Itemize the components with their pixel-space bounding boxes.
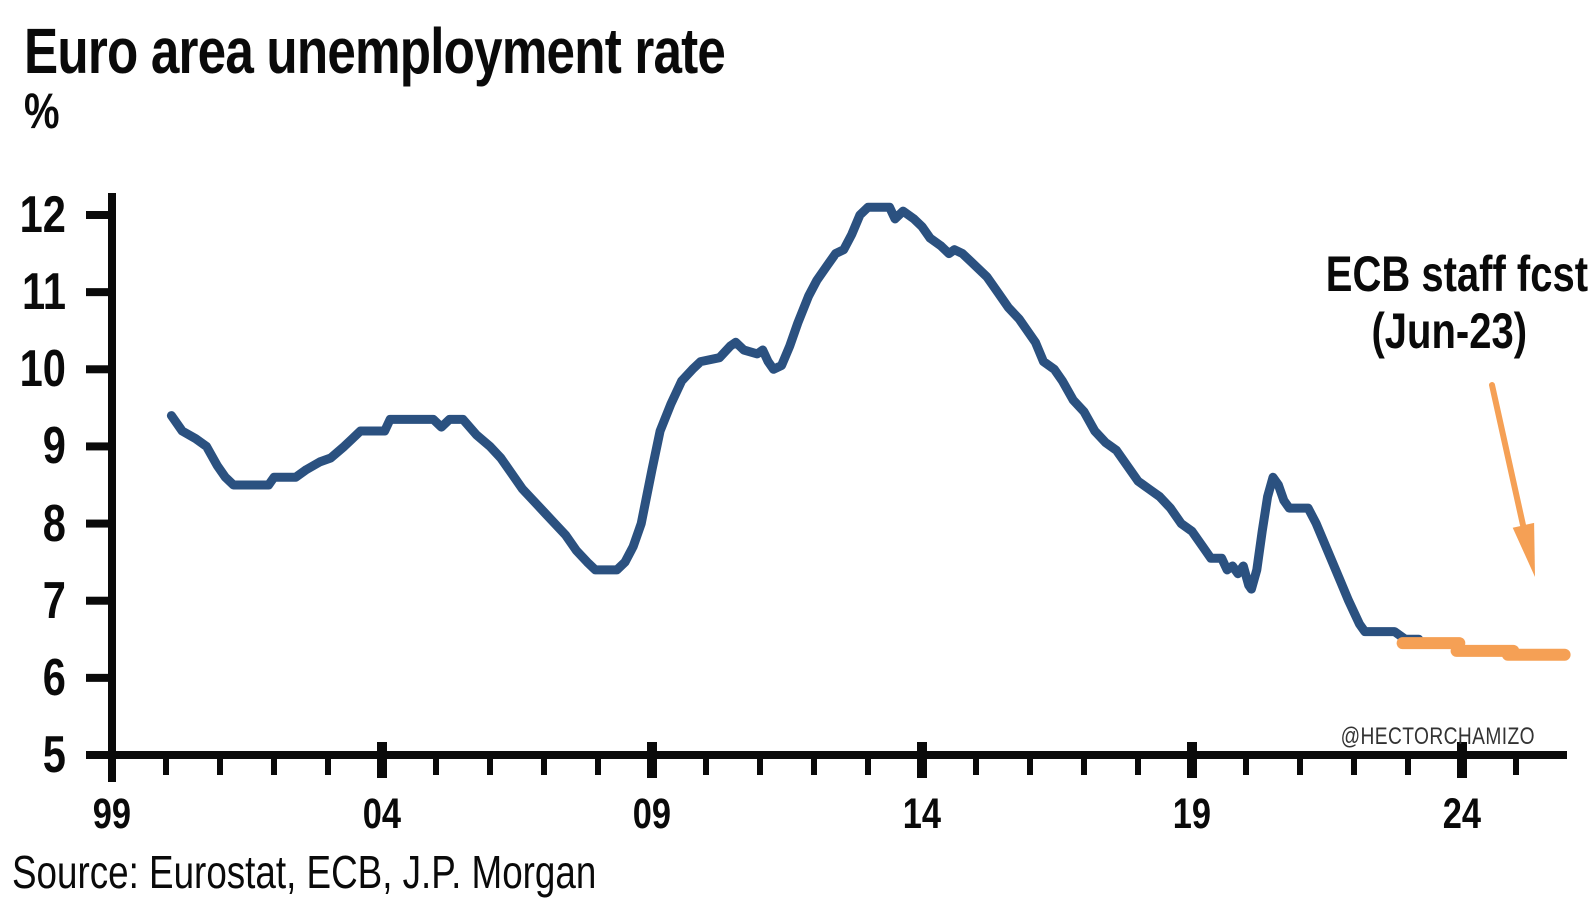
x-minor-tick-2010	[703, 755, 709, 775]
y-axis-line	[108, 193, 116, 782]
y-axis-label-text: 10	[19, 340, 66, 399]
y-tick-9	[86, 442, 108, 451]
y-tick-8	[86, 519, 108, 528]
watermark-text: @HECTORCHAMIZO	[1340, 723, 1535, 750]
x-minor-tick-2006	[487, 755, 493, 775]
x-minor-tick-2017	[1081, 755, 1087, 775]
x-minor-tick-2025	[1513, 755, 1519, 775]
forecast-arrow-head	[1512, 522, 1535, 577]
y-axis-label-7: 7	[0, 570, 66, 632]
x-minor-tick-2012	[811, 755, 817, 775]
x-minor-tick-2007	[541, 755, 547, 775]
y-axis-label-5: 5	[0, 724, 66, 786]
x-minor-tick-2002	[271, 755, 277, 775]
x-axis-label-99: 99	[37, 791, 187, 837]
x-axis-label-text: 04	[362, 790, 402, 838]
y-axis-label-text: 9	[42, 417, 66, 476]
y-axis-label-10: 10	[0, 338, 66, 400]
x-major-tick-09	[647, 742, 657, 778]
source-note: Source: Eurostat, ECB, J.P. Morgan	[12, 846, 742, 898]
x-axis-label-text: 19	[1172, 790, 1212, 838]
y-tick-12	[86, 211, 108, 219]
y-tick-11	[86, 288, 108, 297]
x-minor-tick-2021	[1297, 755, 1303, 775]
x-minor-tick-2022	[1351, 755, 1357, 775]
x-major-tick-04	[377, 742, 387, 778]
y-axis-label-12: 12	[0, 184, 66, 246]
x-major-tick-24	[1457, 742, 1467, 778]
x-minor-tick-2018	[1135, 755, 1141, 775]
y-axis-label-text: 5	[42, 726, 66, 784]
y-axis-label-text: 6	[42, 648, 66, 707]
x-minor-tick-2000	[163, 755, 169, 775]
y-tick-7	[86, 596, 108, 605]
x-axis-label-24: 24	[1387, 791, 1537, 837]
chart-title: Euro area unemployment rate	[24, 14, 900, 88]
x-minor-tick-2016	[1027, 755, 1033, 775]
x-minor-tick-2023	[1405, 755, 1411, 775]
x-axis-line	[86, 751, 1567, 759]
y-axis-label-9: 9	[0, 415, 66, 477]
y-axis-label-text: 7	[42, 571, 66, 630]
watermark: @HECTORCHAMIZO	[1292, 723, 1535, 751]
x-major-tick-19	[1187, 742, 1197, 778]
x-axis-label-09: 09	[577, 791, 727, 837]
y-axis-label-6: 6	[0, 647, 66, 709]
x-axis-label-14: 14	[847, 791, 997, 837]
x-minor-tick-2011	[757, 755, 763, 775]
annotation-line1: ECB staff fcst	[1325, 246, 1589, 302]
x-major-tick-14	[917, 742, 927, 778]
x-minor-tick-2020	[1243, 755, 1249, 775]
y-axis-label-11: 11	[0, 261, 66, 323]
annotation-line2: (Jun-23)	[1371, 303, 1527, 359]
x-minor-tick-2013	[865, 755, 871, 775]
y-tick-10	[86, 365, 108, 374]
y-tick-5	[86, 751, 108, 759]
source-text: Source: Eurostat, ECB, J.P. Morgan	[12, 846, 597, 898]
chart-title-text: Euro area unemployment rate	[24, 15, 726, 87]
x-minor-tick-2003	[325, 755, 331, 775]
y-tick-6	[86, 673, 108, 682]
x-minor-tick-2001	[217, 755, 223, 775]
x-axis-label-text: 24	[1442, 790, 1482, 838]
y-axis-label-text: 11	[22, 263, 66, 322]
x-axis-label-text: 09	[632, 790, 672, 838]
x-axis-label-04: 04	[307, 791, 457, 837]
x-axis-label-text: 99	[92, 790, 132, 838]
y-axis-unit-label: %	[24, 82, 68, 140]
forecast-annotation: ECB staff fcst (Jun-23)	[1293, 246, 1589, 360]
y-axis-label-text: 12	[19, 186, 66, 244]
y-axis-label-8: 8	[0, 493, 66, 555]
x-minor-tick-2005	[433, 755, 439, 775]
x-axis-label-text: 14	[902, 790, 942, 838]
y-axis-label-text: 8	[42, 494, 66, 553]
y-axis-unit-text: %	[24, 83, 60, 139]
forecast-arrow-shaft	[1489, 382, 1526, 528]
history-line	[166, 202, 1424, 644]
x-axis-label-19: 19	[1117, 791, 1267, 837]
x-minor-tick-2008	[595, 755, 601, 775]
x-minor-tick-2015	[973, 755, 979, 775]
